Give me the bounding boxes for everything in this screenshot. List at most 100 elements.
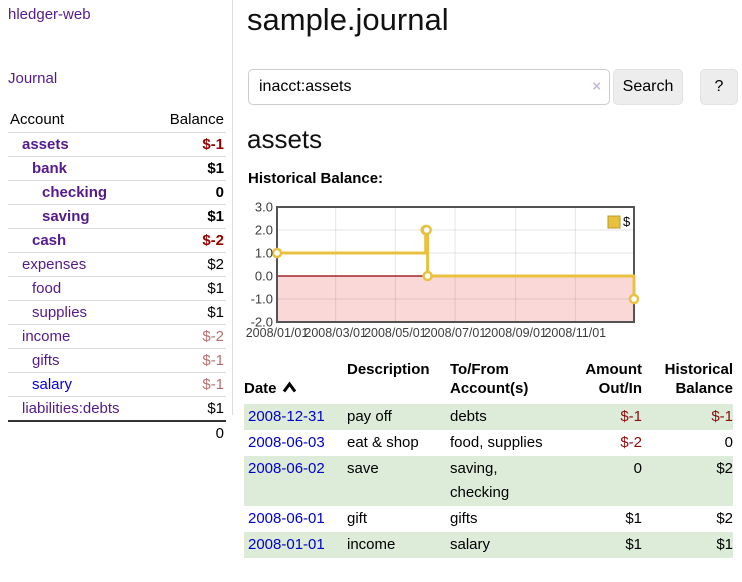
account-balance: 0 [215,184,224,201]
transaction-accounts: debts [450,408,487,425]
transaction-balance: $2 [716,510,733,527]
account-link[interactable]: assets [22,136,69,153]
transaction-date-link[interactable]: 2008-06-03 [248,434,325,451]
legend-label: $ [623,214,631,229]
x-axis-label: 2008/05/01 [364,326,427,340]
y-axis-label: 2.0 [255,223,273,238]
account-link[interactable]: income [22,328,71,345]
below-zero-region [278,276,633,321]
register-header: Date Description To/From Account(s) Amou… [244,360,733,404]
column-header-date[interactable]: Date [244,360,347,404]
account-row: income $-2 [8,324,226,348]
transaction-description: save [347,460,379,477]
help-button[interactable]: ? [700,69,738,105]
transaction-accounts: saving, checking [450,460,510,501]
account-row: expenses $2 [8,252,226,276]
y-axis-label: 0.0 [255,269,273,284]
x-axis-label: 2008/03/01 [304,326,367,340]
account-link[interactable]: checking [42,184,108,201]
register-table: Date Description To/From Account(s) Amou… [244,360,733,558]
register-row: 2008-12-31 pay off debts $-1 $-1 [244,404,733,430]
x-axis-label: 2008/09/01 [484,326,547,340]
account-balance: $2 [207,256,224,273]
plot-border [276,206,635,323]
account-link[interactable]: cash [32,232,67,249]
transaction-description: pay off [347,408,392,425]
account-row: saving $1 [8,204,226,228]
y-axis-label: -1.0 [251,292,273,307]
transaction-accounts: gifts [450,510,478,527]
transaction-date: 2008-06-03 [244,430,347,456]
transaction-amount: $-2 [620,434,642,451]
app-brand-link[interactable]: hledger-web [8,6,91,23]
transaction-amount: $-1 [620,408,642,425]
account-link[interactable]: expenses [22,256,87,273]
data-point-marker [421,224,432,236]
transaction-amount: 0 [633,460,642,477]
x-axis-label: 2008/01/01 [246,326,309,340]
account-link[interactable]: food [32,280,62,297]
account-row: cash $-2 [8,228,226,252]
historical-balance-chart: $3.0 2.0 1.0 0.0 -1.0 -2.0 2008/01/01 2008/03/0… [242,200,644,349]
search-button[interactable]: Search [613,69,683,105]
account-row: food $1 [8,276,226,300]
account-balance: $1 [207,280,224,297]
sort-ascending-icon [282,379,297,398]
account-link[interactable]: saving [42,208,90,225]
y-axis-label: 3.0 [255,200,273,215]
account-balance: $1 [207,304,224,321]
column-header-accounts: To/From Account(s) [450,361,529,397]
search-box: × [248,69,610,105]
account-row: assets $-1 [8,132,226,156]
transaction-accounts: food, supplies [450,434,543,451]
transaction-date-link[interactable]: 2008-06-01 [248,510,325,527]
register-row: 2008-06-02 save saving, checking 0 $2 [244,456,733,506]
register-row: 2008-06-03 eat & shop food, supplies $-2… [244,430,733,456]
register-row: 2008-01-01 income salary $1 $1 [244,532,733,558]
account-balance: $-2 [202,328,224,345]
transaction-amount: $1 [625,536,642,553]
accounts-total-row: 0 [8,420,226,444]
transaction-balance: $2 [716,460,733,477]
sidebar-journal-link[interactable]: Journal [8,70,58,87]
accounts-header-balance: Balance [169,110,224,128]
data-point-marker [271,247,283,259]
data-point-marker [422,270,433,282]
account-link[interactable]: salary [32,376,73,393]
x-axis-label: 2008/07/01 [424,326,487,340]
clear-search-icon[interactable]: × [592,78,601,95]
account-balance: $1 [207,208,224,225]
account-balance: $-1 [202,352,224,369]
y-axis-label: -2.0 [251,315,273,330]
account-heading: assets [247,124,323,154]
transaction-accounts: salary [450,536,491,553]
transaction-date-link[interactable]: 2008-06-02 [248,460,325,477]
account-row: bank $1 [8,156,226,180]
account-row: liabilities:debts $1 [8,396,226,420]
account-link[interactable]: bank [32,160,68,177]
account-link[interactable]: gifts [32,352,60,369]
accounts-header-account: Account [10,110,65,128]
accounts-total-value: 0 [215,424,224,442]
column-header-description: Description [347,361,430,378]
account-link[interactable]: supplies [32,304,88,321]
chart-svg: $3.0 2.0 1.0 0.0 -1.0 -2.02008/01/012008/03/0… [246,200,640,340]
transaction-date-link[interactable]: 2008-12-31 [248,408,325,425]
transaction-description: income [347,536,396,553]
data-point-marker [628,293,640,305]
account-balance: $-2 [202,232,224,249]
transaction-date-link[interactable]: 2008-01-01 [248,536,325,553]
account-link[interactable]: liabilities:debts [22,400,120,417]
account-balance: $1 [207,400,224,417]
legend-swatch [607,215,621,229]
page-title: sample.journal [247,2,449,37]
transaction-description: gift [347,510,368,527]
account-row: salary $-1 [8,372,226,396]
account-row: checking 0 [8,180,226,204]
account-balance: $-1 [202,136,224,153]
account-balance: $-1 [202,376,224,393]
search-input[interactable] [248,69,610,105]
transaction-description: eat & shop [347,434,419,451]
transaction-date: 2008-12-31 [244,404,347,430]
register-row: 2008-06-01 gift gifts $1 $2 [244,506,733,532]
